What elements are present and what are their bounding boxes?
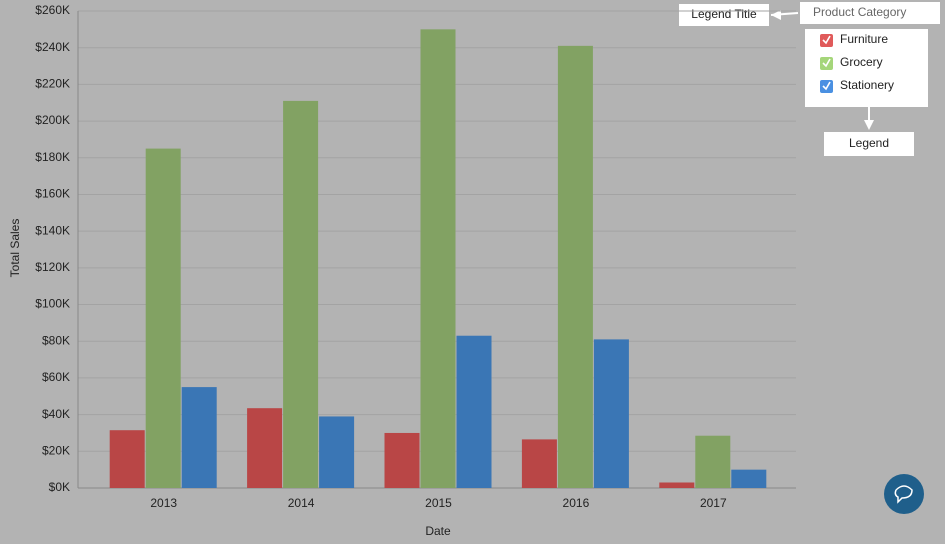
- annotation-box: [824, 132, 914, 156]
- y-tick-label: $160K: [35, 187, 70, 201]
- x-tick-label: 2015: [425, 496, 452, 510]
- bar: [181, 387, 217, 488]
- legend-title: Product Category: [813, 5, 906, 19]
- legend-checkbox[interactable]: [820, 80, 833, 93]
- bar: [521, 439, 557, 488]
- legend-check: [822, 58, 831, 68]
- legend-label[interactable]: Furniture: [840, 32, 888, 46]
- x-tick-label: 2017: [700, 496, 727, 510]
- annotation-box: [679, 4, 769, 26]
- legend-label[interactable]: Stationery: [840, 78, 894, 92]
- bar: [420, 29, 456, 488]
- bar: [384, 432, 420, 488]
- y-tick-label: $60K: [42, 370, 70, 384]
- bar: [247, 408, 283, 488]
- y-tick-label: $260K: [35, 3, 70, 17]
- x-tick-label: 2014: [288, 496, 315, 510]
- annotation-arrowhead: [864, 120, 874, 130]
- legend-label[interactable]: Grocery: [840, 55, 883, 69]
- legend-check: [822, 81, 831, 91]
- legend-title-bg: [800, 2, 940, 24]
- bar: [659, 482, 695, 488]
- y-tick-label: $180K: [35, 150, 70, 164]
- y-tick-label: $80K: [42, 333, 70, 347]
- bar: [557, 45, 593, 488]
- bar: [109, 430, 145, 488]
- bar: [695, 435, 731, 488]
- y-tick-label: $20K: [42, 443, 70, 457]
- y-axis-title: Total Sales: [8, 219, 22, 278]
- y-tick-label: $240K: [35, 40, 70, 54]
- y-tick-label: $220K: [35, 77, 70, 91]
- bar: [731, 469, 767, 488]
- chat-icon: [894, 485, 913, 504]
- y-tick-label: $140K: [35, 223, 70, 237]
- bar: [456, 335, 492, 488]
- x-axis-title: Date: [425, 524, 451, 538]
- annotation: Legend: [849, 136, 889, 150]
- legend-checkbox[interactable]: [820, 34, 833, 47]
- legend-check: [822, 35, 831, 45]
- annotation-arrowhead: [771, 10, 781, 20]
- bar: [319, 416, 355, 488]
- annotation: Legend Title: [691, 7, 757, 21]
- y-tick-label: $100K: [35, 297, 70, 311]
- y-tick-label: $0K: [49, 480, 70, 494]
- y-tick-label: $40K: [42, 407, 70, 421]
- bar: [593, 339, 629, 488]
- x-tick-label: 2016: [563, 496, 590, 510]
- x-tick-label: 2013: [150, 496, 177, 510]
- bar: [145, 148, 181, 488]
- bar: [283, 100, 319, 489]
- chat-button[interactable]: [884, 474, 924, 514]
- y-tick-label: $120K: [35, 260, 70, 274]
- y-tick-label: $200K: [35, 113, 70, 127]
- legend-checkbox[interactable]: [820, 57, 833, 70]
